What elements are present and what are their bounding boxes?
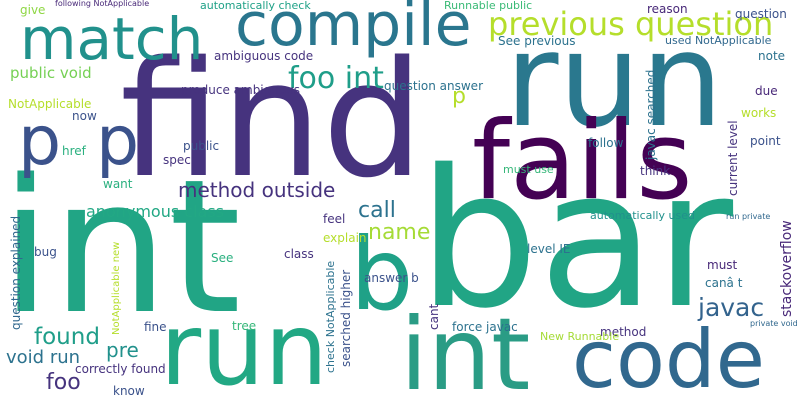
word-int-bottom: int — [400, 296, 531, 400]
word-p-mid: p — [96, 102, 140, 181]
word-used-notapplicable: used NotApplicable — [665, 34, 772, 47]
word-name: name — [368, 220, 431, 245]
word-now: now — [72, 109, 97, 123]
word-previous-question: previous question — [488, 5, 774, 43]
word-explain: explain — [323, 231, 367, 245]
word-cant-encoded: canâ t — [705, 276, 743, 290]
word-due: due — [755, 84, 778, 98]
word-new-runnable: New Runnable — [540, 330, 620, 343]
word-think: think — [640, 164, 671, 178]
word-ambiguous-code: ambiguous code — [214, 49, 314, 63]
word-see-previous: See previous — [498, 34, 576, 48]
word-current-level: current level — [726, 120, 740, 196]
word-run-top: run — [505, 4, 724, 156]
word-produce-ambiguous: produce ambiguous — [181, 83, 301, 97]
word-anonymous-class: anonymous class — [86, 202, 224, 221]
word-class: class — [284, 247, 314, 261]
word-href: href — [62, 144, 86, 158]
word-want: want — [103, 177, 133, 191]
word-pre: pre — [106, 338, 139, 362]
word-must-use: must use — [503, 163, 554, 176]
word-cant: cant — [427, 303, 441, 330]
word-correctly-found: correctly found — [75, 362, 166, 376]
word-force-javac: force javac — [452, 320, 518, 334]
word-follow: follow — [588, 136, 624, 150]
word-automatically-check: automatically check — [200, 0, 311, 12]
word-question: question — [735, 7, 787, 21]
word-tree: tree — [232, 319, 257, 333]
word-p-small: p — [452, 84, 466, 109]
word-stackoverflow: stackoverflow — [779, 220, 795, 317]
word-searched-higher: searched higher — [339, 269, 353, 367]
word-runnable-public: Runnable public — [444, 0, 533, 12]
word-notapplicable-new: NotApplicable new — [111, 241, 122, 335]
word-javac: javac — [698, 293, 765, 322]
word-answer-b: answer b — [364, 271, 419, 285]
word-spec: spec — [163, 153, 191, 167]
word-question-answer: question answer — [384, 79, 483, 93]
word-question-explained: question explained — [9, 215, 23, 330]
word-compile: compile — [235, 0, 472, 60]
word-p-left: p — [18, 102, 62, 181]
word-works: works — [741, 106, 777, 120]
word-fails: fails — [472, 99, 693, 224]
word-give: give — [20, 3, 46, 17]
word-bar: bar — [418, 129, 734, 350]
word-level-ie: level IE — [527, 242, 571, 256]
word-reason: reason — [647, 2, 688, 16]
word-note: note — [758, 49, 786, 63]
word-javac-searched: javac searched — [644, 69, 658, 160]
word-public-void: public void — [10, 64, 92, 82]
word-foo-int: foo int — [288, 61, 384, 96]
word-private-void: private void — [750, 319, 798, 328]
word-method-outside: method outside — [178, 178, 336, 202]
word-void-run: void run — [6, 347, 81, 368]
word-see: See — [211, 251, 234, 265]
word-bug: bug — [34, 245, 57, 259]
word-know: know — [113, 384, 145, 398]
word-following-notapplicable: following NotApplicable — [55, 0, 150, 8]
word-call: call — [358, 198, 396, 223]
word-notapplicable: NotApplicable — [8, 97, 92, 111]
word-int-large: int — [0, 139, 242, 355]
word-find: find — [120, 26, 424, 213]
word-match: match — [20, 5, 204, 73]
word-point: point — [750, 134, 781, 148]
word-check-notapplicable: check NotApplicable — [324, 260, 337, 373]
word-b: b — [350, 216, 414, 333]
word-code: code — [572, 313, 765, 400]
word-feel: feel — [323, 212, 346, 226]
word-must: must — [707, 258, 738, 272]
word-public: public — [183, 139, 220, 153]
word-method: method — [600, 325, 647, 339]
word-found: found — [34, 324, 100, 350]
word-run-private: run private — [726, 212, 771, 221]
word-foo: foo — [46, 370, 81, 395]
word-fine: fine — [144, 320, 167, 334]
word-run-bottom: run — [160, 291, 328, 400]
word-automatically-used: automatically used — [590, 209, 695, 222]
